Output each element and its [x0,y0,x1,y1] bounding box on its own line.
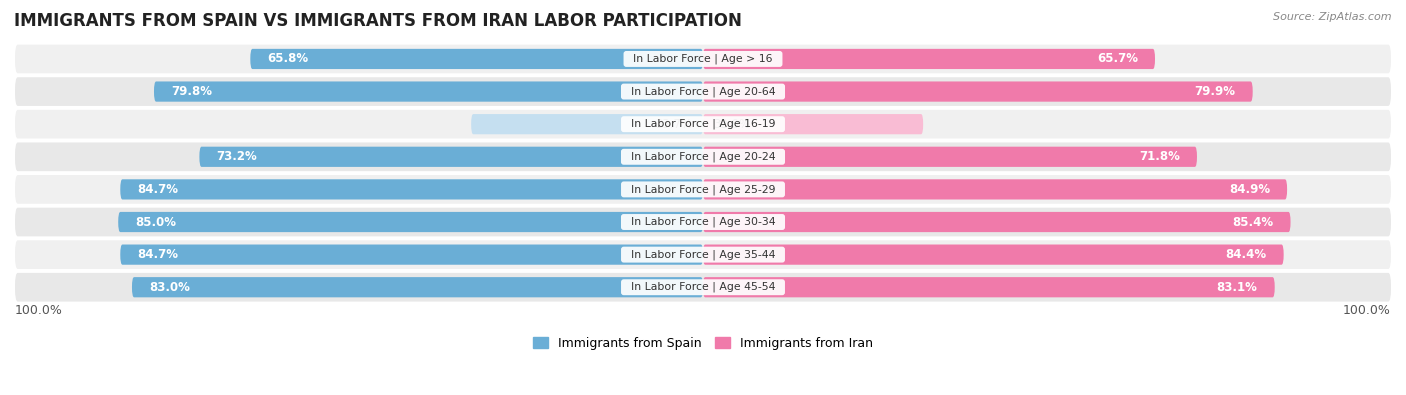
FancyBboxPatch shape [132,277,703,297]
Text: In Labor Force | Age > 16: In Labor Force | Age > 16 [626,54,780,64]
FancyBboxPatch shape [15,208,1391,236]
FancyBboxPatch shape [703,147,1197,167]
Text: 83.0%: 83.0% [149,281,190,294]
Text: 84.7%: 84.7% [138,248,179,261]
Text: In Labor Force | Age 16-19: In Labor Force | Age 16-19 [624,119,782,130]
FancyBboxPatch shape [15,143,1391,171]
Text: 73.2%: 73.2% [217,150,257,163]
FancyBboxPatch shape [471,114,703,134]
Text: 33.7%: 33.7% [655,118,693,131]
FancyBboxPatch shape [200,147,703,167]
Text: 79.8%: 79.8% [172,85,212,98]
Text: In Labor Force | Age 45-54: In Labor Force | Age 45-54 [624,282,782,292]
Text: 100.0%: 100.0% [1343,303,1391,316]
Legend: Immigrants from Spain, Immigrants from Iran: Immigrants from Spain, Immigrants from I… [529,332,877,355]
Text: In Labor Force | Age 35-44: In Labor Force | Age 35-44 [624,249,782,260]
FancyBboxPatch shape [155,81,703,102]
Text: 65.7%: 65.7% [1097,53,1137,66]
FancyBboxPatch shape [15,110,1391,139]
FancyBboxPatch shape [703,245,1284,265]
FancyBboxPatch shape [15,175,1391,204]
FancyBboxPatch shape [118,212,703,232]
FancyBboxPatch shape [703,179,1286,199]
FancyBboxPatch shape [121,245,703,265]
Text: 100.0%: 100.0% [15,303,63,316]
FancyBboxPatch shape [703,114,924,134]
Text: In Labor Force | Age 25-29: In Labor Force | Age 25-29 [624,184,782,195]
FancyBboxPatch shape [15,273,1391,301]
Text: IMMIGRANTS FROM SPAIN VS IMMIGRANTS FROM IRAN LABOR PARTICIPATION: IMMIGRANTS FROM SPAIN VS IMMIGRANTS FROM… [14,12,742,30]
Text: 71.8%: 71.8% [1139,150,1180,163]
Text: 84.4%: 84.4% [1226,248,1267,261]
Text: In Labor Force | Age 30-34: In Labor Force | Age 30-34 [624,217,782,227]
FancyBboxPatch shape [703,81,1253,102]
FancyBboxPatch shape [703,212,1291,232]
FancyBboxPatch shape [121,179,703,199]
FancyBboxPatch shape [703,49,1154,69]
Text: 65.8%: 65.8% [267,53,309,66]
Text: 83.1%: 83.1% [1216,281,1257,294]
FancyBboxPatch shape [15,240,1391,269]
Text: 84.9%: 84.9% [1229,183,1270,196]
FancyBboxPatch shape [15,77,1391,106]
FancyBboxPatch shape [15,45,1391,73]
Text: 79.9%: 79.9% [1195,85,1236,98]
Text: 32.0%: 32.0% [713,118,751,131]
Text: In Labor Force | Age 20-24: In Labor Force | Age 20-24 [624,152,782,162]
Text: 85.0%: 85.0% [135,216,176,229]
Text: 85.4%: 85.4% [1232,216,1274,229]
FancyBboxPatch shape [250,49,703,69]
FancyBboxPatch shape [703,277,1275,297]
Text: In Labor Force | Age 20-64: In Labor Force | Age 20-64 [624,87,782,97]
Text: 84.7%: 84.7% [138,183,179,196]
Text: Source: ZipAtlas.com: Source: ZipAtlas.com [1274,12,1392,22]
